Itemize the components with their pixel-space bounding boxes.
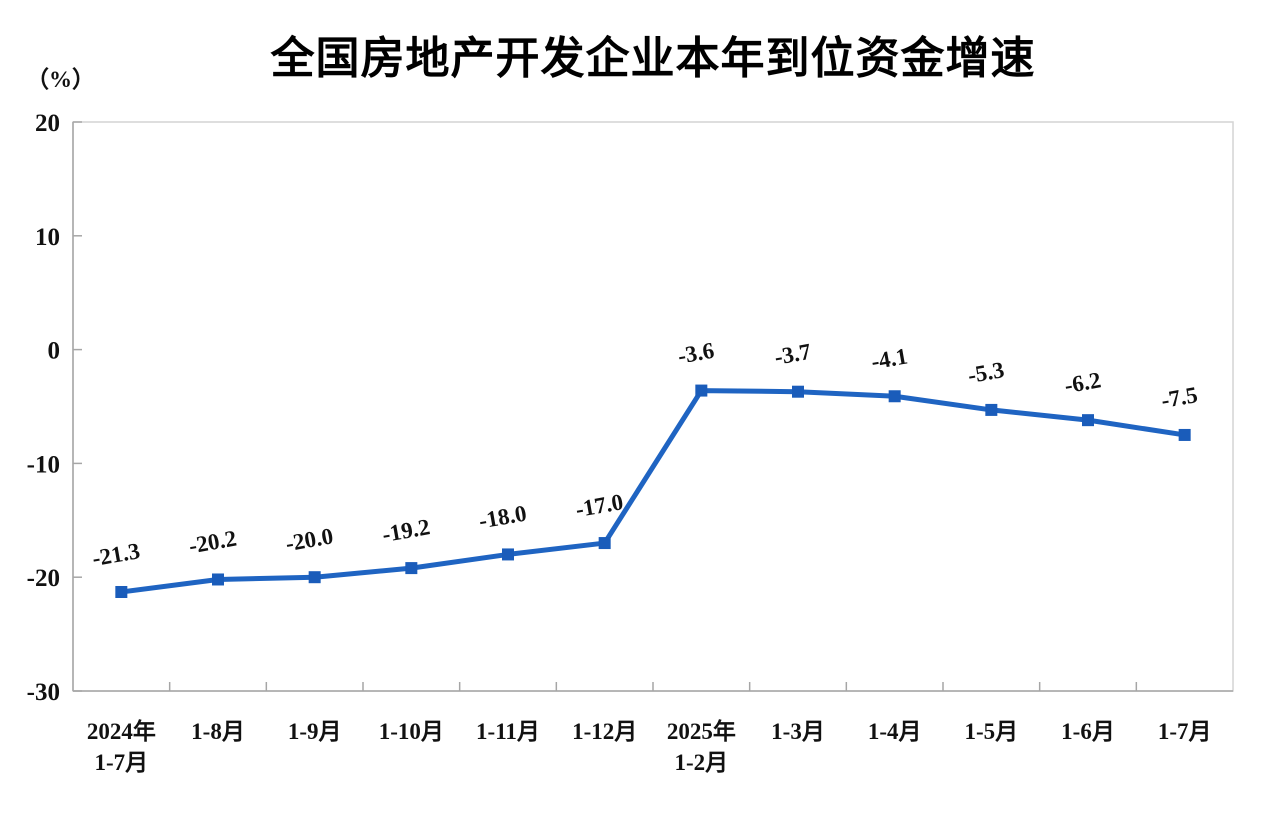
data-label: -17.0 <box>574 489 626 522</box>
x-tick-label: 1-5月 <box>964 719 1018 744</box>
series-line <box>118 388 1188 595</box>
y-axis-unit-label: （%） <box>26 67 95 92</box>
y-tick-label: 10 <box>35 224 60 251</box>
x-tick-label: 1-4月 <box>868 719 922 744</box>
data-point-marker <box>888 390 901 403</box>
data-point-marker <box>598 537 611 550</box>
y-tick-label: -30 <box>27 679 60 706</box>
x-tick-label: 1-6月 <box>1061 719 1115 744</box>
data-label: -6.2 <box>1063 367 1103 398</box>
y-tick-label: 0 <box>48 338 61 365</box>
x-tick-label: 1-7月 <box>1158 719 1212 744</box>
data-point-marker <box>212 573 224 586</box>
data-label: -19.2 <box>380 514 432 547</box>
x-tick-label: 1-3月 <box>771 719 825 744</box>
data-label: -21.3 <box>90 538 142 571</box>
data-label: -4.1 <box>869 343 909 374</box>
data-label: -7.5 <box>1159 382 1199 413</box>
data-label: -20.0 <box>284 523 336 556</box>
data-point-marker <box>1082 414 1094 427</box>
x-tick-label: 1-10月 <box>379 719 444 744</box>
plot-border <box>72 121 1234 692</box>
data-point-marker <box>695 384 708 397</box>
x-tick-label: 2025年 1-2月 <box>667 718 736 775</box>
chart-title: 全国房地产开发企业本年到位资金增速 <box>270 34 1036 83</box>
x-tick-label: 1-9月 <box>288 719 342 744</box>
data-point-marker <box>405 562 418 575</box>
y-tick-label: 20 <box>35 110 60 137</box>
y-tick-label: -10 <box>27 451 60 478</box>
data-label: -5.3 <box>966 357 1006 388</box>
data-label: -3.6 <box>676 338 716 369</box>
data-point-marker <box>308 571 321 584</box>
data-point-marker <box>1178 428 1191 441</box>
data-label: -18.0 <box>477 501 529 534</box>
data-point-marker <box>792 385 804 398</box>
x-tick-label: 1-8月 <box>191 719 245 744</box>
data-point-marker <box>985 403 998 416</box>
y-tick-label: -20 <box>27 565 60 592</box>
data-label: -20.2 <box>187 526 239 559</box>
data-label: -3.7 <box>773 339 813 370</box>
x-tick-label: 1-12月 <box>572 719 637 744</box>
data-point-marker <box>502 548 514 561</box>
data-point-marker <box>115 585 128 598</box>
x-tick-label: 2024年 1-7月 <box>87 718 156 775</box>
x-tick-label: 1-11月 <box>476 719 540 744</box>
